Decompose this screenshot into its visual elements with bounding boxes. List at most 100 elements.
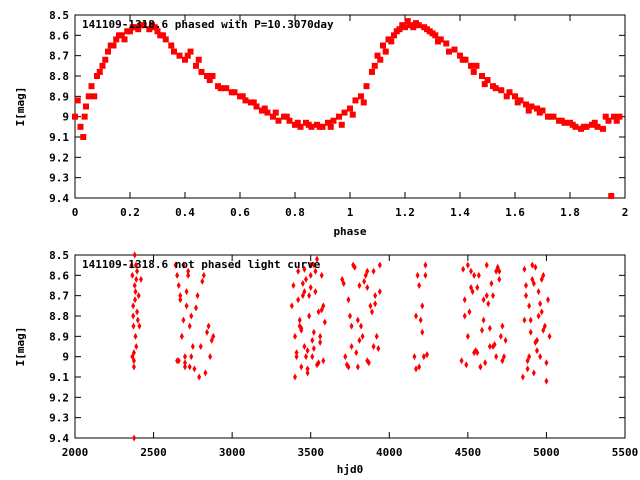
y-tick-label: 9.4 xyxy=(49,192,69,205)
data-point xyxy=(368,302,373,310)
data-point xyxy=(346,363,351,371)
data-point xyxy=(414,312,418,320)
data-point xyxy=(459,56,466,63)
data-point xyxy=(525,107,532,114)
y-tick-label: 8.6 xyxy=(49,29,69,42)
data-point xyxy=(352,97,359,104)
data-point xyxy=(203,369,208,377)
data-point xyxy=(297,123,304,130)
data-point xyxy=(533,338,538,346)
data-point xyxy=(118,32,125,39)
data-point xyxy=(305,347,310,355)
data-point xyxy=(391,32,397,39)
data-point xyxy=(315,255,319,263)
data-point xyxy=(286,117,293,124)
data-point xyxy=(131,363,136,371)
data-point xyxy=(536,109,543,116)
data-point xyxy=(135,308,140,316)
data-point xyxy=(322,318,327,326)
data-point xyxy=(198,343,203,350)
data-point xyxy=(184,288,189,296)
data-point xyxy=(472,271,477,279)
data-point xyxy=(539,275,544,283)
data-point xyxy=(129,24,136,31)
data-points xyxy=(72,18,623,199)
x-tick-label: 1.8 xyxy=(560,206,580,219)
data-point xyxy=(179,332,184,340)
data-point xyxy=(195,56,202,63)
x-tick-label: 2000 xyxy=(62,446,89,459)
data-point xyxy=(613,117,620,124)
data-point xyxy=(558,117,565,124)
unphased-light-curve-panel: 8.5 8.6 8.7 8.8 8.9 9 9.1 9.2 9.3 9.4 2000 2500 300… xyxy=(14,249,638,476)
data-point xyxy=(491,343,495,350)
data-point xyxy=(184,302,189,310)
y-tick-label: 9.4 xyxy=(49,432,69,445)
data-point xyxy=(208,353,213,361)
data-point xyxy=(536,312,541,320)
data-point xyxy=(524,282,528,289)
data-point xyxy=(539,308,544,316)
x-tick-label: 4500 xyxy=(455,446,482,459)
data-point xyxy=(417,282,422,289)
data-point xyxy=(462,312,467,320)
y-tick-label: 8.7 xyxy=(49,50,69,63)
data-point xyxy=(187,48,194,55)
x-tick-label: 3500 xyxy=(297,446,324,459)
data-point xyxy=(204,73,210,79)
y-tick-label: 8.8 xyxy=(49,310,69,323)
data-point xyxy=(139,275,143,283)
data-point xyxy=(132,251,137,259)
data-point xyxy=(421,353,426,361)
data-point xyxy=(209,336,214,344)
data-point xyxy=(355,363,360,371)
data-point xyxy=(293,332,297,340)
data-point xyxy=(423,271,428,279)
data-point xyxy=(133,296,138,304)
data-point xyxy=(469,267,473,275)
data-point xyxy=(470,68,477,75)
data-point xyxy=(412,353,417,361)
data-point xyxy=(362,277,367,285)
data-point xyxy=(424,26,430,33)
data-point xyxy=(417,363,422,371)
data-point xyxy=(253,103,260,110)
data-point xyxy=(146,26,153,33)
x-tick-label: 3000 xyxy=(219,446,246,459)
data-point xyxy=(168,42,175,49)
data-point xyxy=(311,345,316,353)
data-point xyxy=(388,38,395,45)
data-point xyxy=(500,357,505,365)
data-point xyxy=(580,123,587,130)
data-point xyxy=(491,292,495,300)
data-point xyxy=(310,353,315,361)
data-point xyxy=(294,353,299,361)
x-tick-label: 1.4 xyxy=(450,206,470,219)
data-point xyxy=(308,284,313,292)
data-point xyxy=(310,336,315,344)
data-point xyxy=(96,68,103,75)
y-tick-label: 8.6 xyxy=(49,269,69,282)
y-tick-label: 9.3 xyxy=(49,412,69,425)
data-point xyxy=(591,119,598,126)
y-tick-label: 9.3 xyxy=(49,172,69,185)
x-tick-label: 0.6 xyxy=(230,206,250,219)
data-point xyxy=(533,263,538,271)
data-point xyxy=(209,73,216,79)
data-point xyxy=(133,332,138,340)
data-point xyxy=(176,52,183,59)
data-point xyxy=(544,377,549,385)
data-point xyxy=(514,99,521,106)
data-point xyxy=(327,123,334,130)
data-point xyxy=(484,261,489,269)
data-point xyxy=(85,93,92,100)
data-point xyxy=(594,123,601,130)
data-point xyxy=(275,117,282,124)
data-point xyxy=(74,97,81,104)
data-points xyxy=(129,251,552,442)
data-point xyxy=(195,292,200,300)
data-point xyxy=(484,77,491,84)
data-point xyxy=(399,22,406,29)
data-point xyxy=(190,343,195,350)
data-point xyxy=(302,343,307,350)
